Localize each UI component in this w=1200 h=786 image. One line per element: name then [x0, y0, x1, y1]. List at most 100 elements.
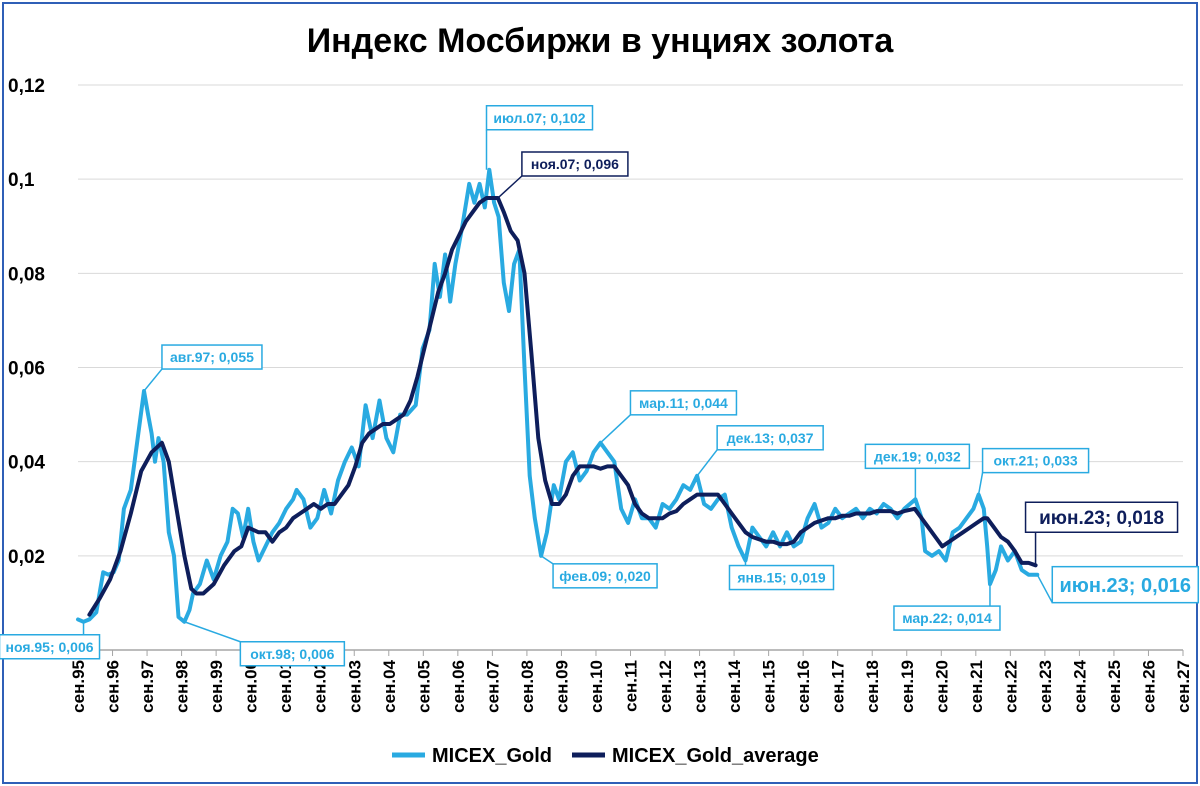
data-label-text: дек.19; 0,032	[874, 448, 961, 464]
data-label-text: окт.98; 0,006	[250, 646, 334, 662]
data-label-leader	[696, 449, 718, 477]
data-label-text: ноя.95; 0,006	[6, 639, 94, 655]
x-tick-label: сен.01	[276, 660, 295, 713]
y-tick-label: 0,08	[8, 264, 45, 285]
x-tick-label: сен.15	[760, 660, 779, 713]
data-label: дек.19; 0,032	[864, 443, 971, 500]
x-tick-label: сен.12	[656, 660, 675, 713]
x-tick-label: сен.27	[1174, 660, 1193, 713]
legend-label-micex-gold: MICEX_Gold	[432, 745, 552, 767]
data-label-text: июл.07; 0,102	[493, 110, 585, 126]
y-tick-label: 0,04	[8, 453, 45, 474]
data-label-leader	[977, 472, 984, 495]
data-label: ноя.07; 0,096	[497, 151, 629, 199]
x-tick-label: сен.95	[69, 660, 88, 713]
x-tick-label: сен.22	[1001, 660, 1020, 713]
data-label-box	[981, 447, 1090, 474]
data-label: ноя.95; 0,006	[0, 621, 101, 660]
x-tick-label: сен.11	[622, 660, 641, 712]
data-label-leader	[143, 368, 163, 392]
data-label-text: фев.09; 0,020	[559, 568, 651, 584]
data-label-box	[864, 443, 971, 470]
x-tick-label: сен.20	[932, 660, 951, 713]
data-label: окт.98; 0,006	[184, 621, 346, 667]
x-tick-label: сен.97	[138, 660, 157, 713]
y-tick-label: 0,06	[8, 359, 45, 380]
data-label-text: ноя.07; 0,096	[531, 156, 619, 172]
legend: MICEX_Gold MICEX_Gold_average	[392, 745, 819, 767]
data-label-text: янв.15; 0,019	[737, 570, 825, 586]
data-label-leader	[540, 555, 554, 565]
data-label-text: окт.21; 0,033	[993, 453, 1077, 469]
x-tick-label: сен.24	[1070, 659, 1089, 712]
legend-label-micex-gold-average: MICEX_Gold_average	[612, 745, 819, 767]
data-label: фев.09; 0,020	[540, 555, 658, 589]
data-label-leader	[184, 621, 241, 643]
x-tick-label: сен.16	[794, 660, 813, 713]
data-label-text: авг.97; 0,055	[170, 349, 254, 365]
series-group	[76, 167, 1040, 624]
data-label: июл.07; 0,102	[485, 105, 594, 170]
y-tick-label: 0,12	[8, 76, 45, 97]
x-tick-label: сен.03	[345, 660, 364, 713]
data-label: мар.11; 0,044	[599, 390, 738, 444]
x-tick-label: сен.07	[483, 660, 502, 713]
x-tick-label: сен.98	[173, 660, 192, 713]
data-label-box	[629, 390, 738, 416]
x-tick-label: сен.21	[967, 660, 986, 713]
data-label: авг.97; 0,055	[143, 344, 263, 392]
x-tick-label: сен.05	[414, 660, 433, 713]
data-label-text: июн.23; 0,018	[1039, 508, 1164, 529]
y-tick-label: 0,1	[8, 170, 35, 191]
data-label: янв.15; 0,019	[728, 560, 835, 591]
x-tick-label: сен.10	[587, 660, 606, 713]
data-label: мар.22; 0,014	[893, 584, 1001, 631]
x-tick-label: сен.02	[311, 660, 330, 713]
data-label-box	[716, 425, 824, 451]
x-tick-label: сен.18	[863, 660, 882, 713]
annotations: ноя.95; 0,006 авг.97; 0,055 окт.98; 0,006 и…	[0, 105, 1200, 667]
data-label-text: мар.22; 0,014	[902, 610, 992, 626]
x-tick-label: сен.06	[449, 660, 468, 713]
x-tick-label: сен.25	[1105, 660, 1124, 713]
data-label-leader	[497, 175, 523, 199]
data-label-box	[161, 344, 263, 370]
y-tick-label: 0,02	[8, 547, 45, 568]
data-label: дек.13; 0,037	[696, 425, 824, 477]
data-label-box	[893, 605, 1001, 631]
x-tick-label: сен.26	[1139, 660, 1158, 713]
data-label: окт.21; 0,033	[977, 447, 1090, 495]
data-label-text: мар.11; 0,044	[639, 395, 728, 411]
data-label-leader	[1036, 574, 1053, 604]
x-tick-label: сен.14	[725, 659, 744, 712]
series-line-micex-gold-average	[87, 196, 1038, 617]
data-label-leader	[599, 414, 631, 444]
data-label-text: дек.13; 0,037	[727, 430, 814, 446]
x-tick-label: сен.13	[691, 660, 710, 713]
x-tick-label: сен.08	[518, 660, 537, 713]
data-label-box	[521, 151, 629, 177]
x-tick-label: сен.99	[207, 660, 226, 713]
x-tick-label: сен.09	[552, 660, 571, 713]
data-label-box	[0, 634, 101, 660]
x-tick-label: сен.00	[242, 660, 261, 713]
data-label: июн.23; 0,018	[1024, 501, 1179, 566]
data-label-box	[1051, 565, 1200, 604]
x-tick-label: сен.04	[380, 659, 399, 712]
data-label-box	[728, 564, 835, 591]
x-tick-label: сен.19	[898, 660, 917, 713]
data-label: июн.23; 0,016	[1036, 565, 1200, 604]
x-tick-label: сен.17	[829, 660, 848, 713]
x-axis: сен.95 сен.96 сен.97 сен.98 сен.99 сен.00 сен.…	[69, 649, 1193, 713]
series-line-micex-gold	[76, 167, 1040, 624]
chart-title: Индекс Мосбиржи в унциях золота	[307, 22, 895, 60]
data-label-text: июн.23; 0,016	[1060, 575, 1192, 597]
data-label-box	[552, 563, 658, 589]
data-label-box	[1024, 501, 1179, 533]
x-tick-label: сен.96	[104, 660, 123, 713]
y-axis: 00,020,040,060,080,10,12	[8, 76, 45, 662]
data-label-box	[485, 105, 594, 131]
data-label-box	[239, 641, 346, 667]
